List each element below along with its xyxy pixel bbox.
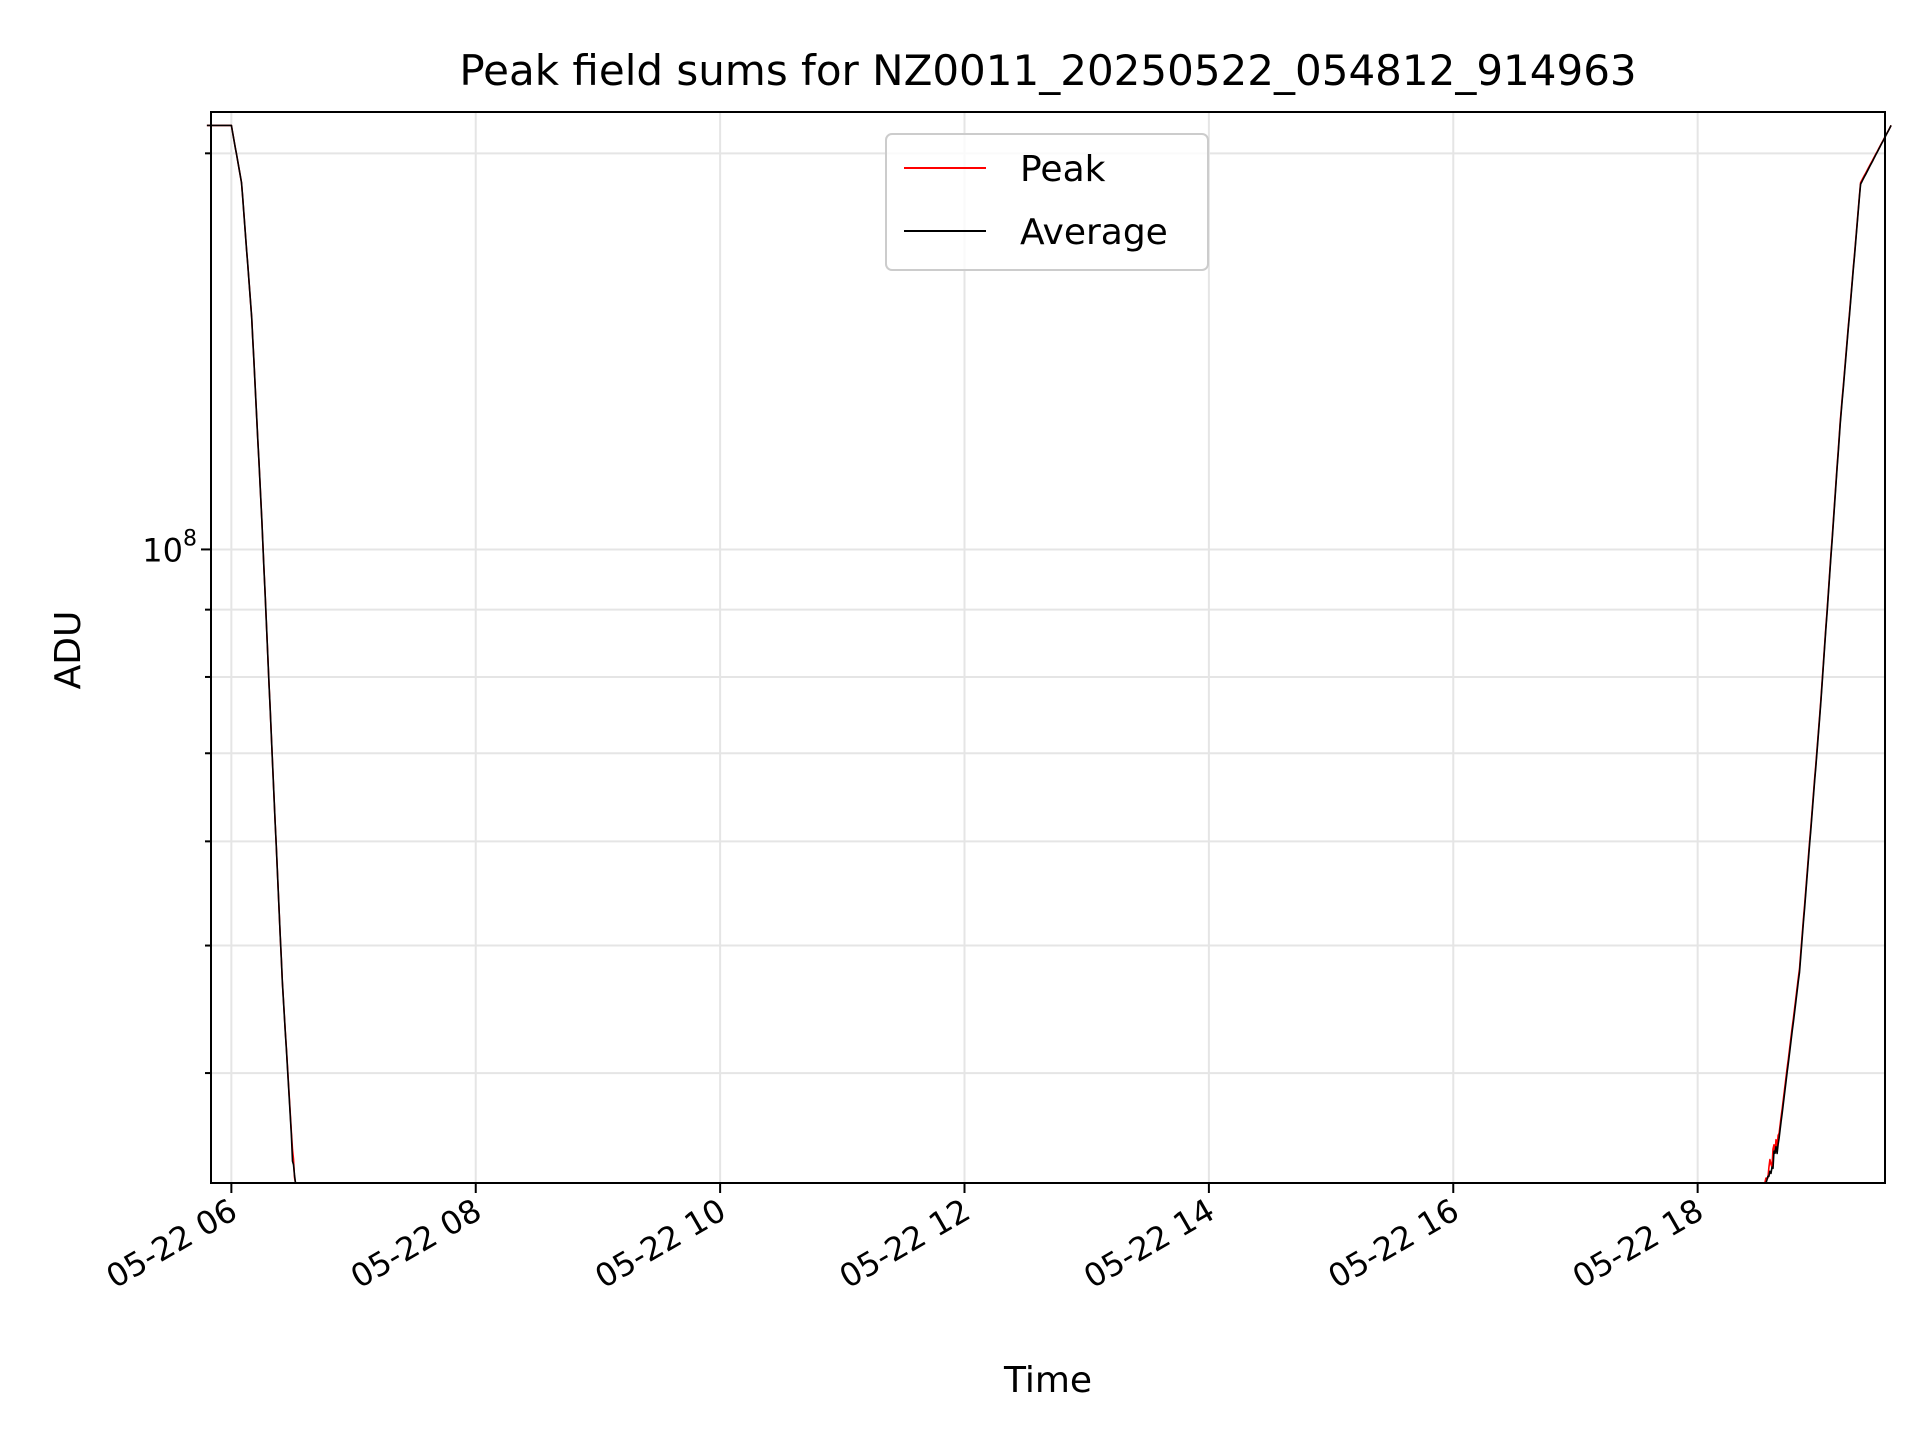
grid-lines [211,112,1885,1183]
legend-label-average: Average [1020,212,1168,253]
x-axis-label: Time [1003,1360,1092,1401]
y-axis-label: ADU [48,611,89,690]
chart-title: Peak field sums for NZ0011_20250522_0548… [459,46,1636,95]
y-tick-exponent: 8 [183,526,197,551]
plot-frame [210,111,1886,1184]
legend: Peak Average [885,133,1209,271]
legend-label-peak: Peak [1020,149,1106,190]
